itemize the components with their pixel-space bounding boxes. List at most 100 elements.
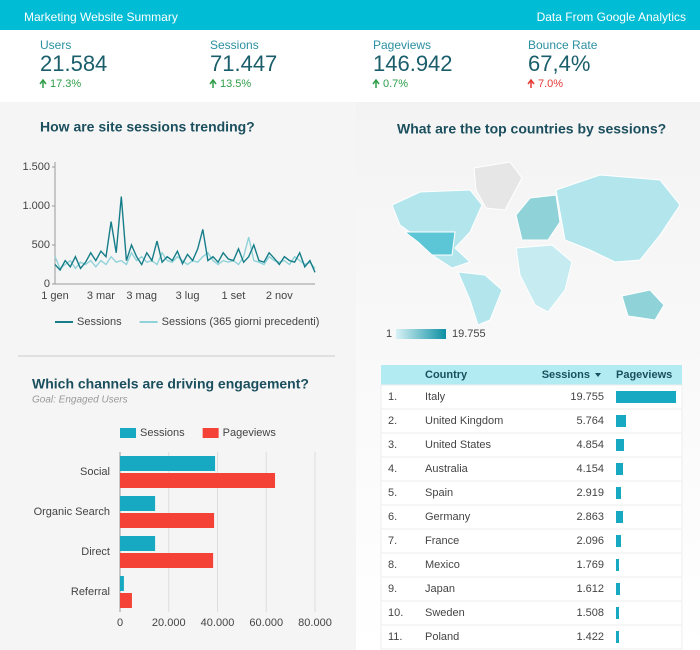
country: Poland [425,631,459,643]
kpi-label: Pageviews [373,38,431,52]
south-america [457,271,503,326]
greenland [473,161,523,211]
kpi-change: 17.3% [50,78,81,90]
sessions: 2.096 [576,535,604,547]
europe [515,194,561,241]
rank: 6. [388,511,397,523]
x-tick-label: 3 mag [126,290,157,302]
y-tick-label: 1.500 [22,161,50,173]
africa [515,244,573,313]
column-header: Sessions [542,369,590,381]
y-tick-label: Social [80,466,110,478]
bar [120,576,124,591]
country: United States [425,439,492,451]
country: Italy [425,391,446,403]
kpi-change: 13.5% [220,78,251,90]
map-title: What are the top countries by sessions? [397,121,666,137]
pageviews-bar [616,511,623,523]
rank: 7. [388,535,397,547]
kpi-change: 0.7% [383,78,408,90]
world-map [391,161,681,326]
sessions: 5.764 [576,415,604,427]
rank: 10. [388,607,403,619]
kpi-value: 21.584 [40,51,107,76]
sessions: 2.863 [576,511,604,523]
rank: 8. [388,559,397,571]
x-tick-label: 80.000 [298,617,332,629]
country: Japan [425,583,455,595]
chart-title: Which channels are driving engagement? [32,376,309,392]
sessions: 1.769 [576,559,604,571]
trend-arrow [372,78,380,88]
bar [120,553,214,568]
pageviews-bar [616,631,619,643]
sort-icon [595,373,601,377]
column-header: Country [425,369,468,381]
column-header: Pageviews [616,369,672,381]
trend-arrow [527,78,535,88]
country: Sweden [425,607,465,619]
kpi-value: 71.447 [210,51,277,76]
y-tick-label: 0 [44,278,50,290]
pageviews-bar [616,463,623,475]
x-tick-label: 2 nov [266,290,293,302]
asia [555,174,681,263]
table-row [380,504,683,530]
line-series [54,237,316,270]
table-row [380,576,683,602]
rank: 3. [388,439,397,451]
kpi-label: Sessions [210,38,259,52]
legend-label: Pageviews [223,427,277,439]
y-tick-label: Organic Search [34,506,110,518]
header-source: Data From Google Analytics [537,10,686,24]
rank: 1. [388,391,397,403]
rank: 9. [388,583,397,595]
table-row [380,456,683,482]
legend-swatch [202,428,219,438]
bar [120,513,215,528]
table-row [380,480,683,506]
pageviews-bar [616,415,626,427]
map-legend-max: 19.755 [452,328,486,340]
bar [120,496,156,511]
x-tick-label: 1 gen [41,290,69,302]
table-row [380,624,683,650]
rank: 2. [388,415,397,427]
rank: 4. [388,463,397,475]
x-tick-label: 3 mar [87,290,115,302]
country: Mexico [425,559,460,571]
x-tick-label: 40.000 [201,617,235,629]
bar [120,473,276,488]
table-row [380,384,683,410]
x-tick-label: 1 set [222,290,246,302]
sessions: 2.919 [576,487,604,499]
pageviews-bar [616,487,621,499]
sessions: 4.854 [576,439,604,451]
bar [120,456,216,471]
map-legend-min: 1 [386,328,392,340]
kpi-band [0,30,700,102]
pageviews-bar [616,535,621,547]
header-title: Marketing Website Summary [24,10,178,24]
table-row [380,408,683,434]
x-tick-label: 0 [117,617,123,629]
kpi-value: 67,4% [528,51,590,76]
rank: 11. [388,631,402,643]
usa [403,231,456,256]
pageviews-bar [616,559,619,571]
y-tick-label: 1.000 [22,200,50,212]
trend-arrow [209,78,217,88]
chart-subtitle: Goal: Engaged Users [32,395,128,406]
line-series [54,196,316,273]
legend-label: Sessions [77,316,122,328]
legend-label: Sessions [140,427,185,439]
sessions: 1.612 [576,583,604,595]
header-bar [0,0,700,30]
kpi-value: 146.942 [373,51,453,76]
kpi-change: 7.0% [538,78,563,90]
country: Germany [425,511,471,523]
x-tick-label: 20.000 [152,617,186,629]
map-legend-gradient [396,329,446,339]
